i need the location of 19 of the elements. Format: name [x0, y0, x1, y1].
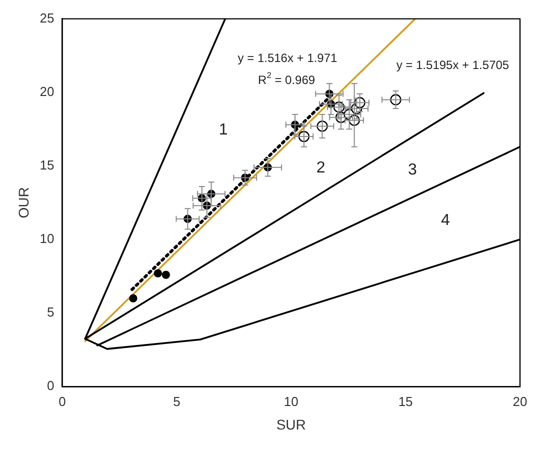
y-tick-label: 0 [47, 378, 54, 394]
y-tick-label: 25 [40, 10, 54, 26]
y-axis-title: OUR [15, 187, 32, 218]
annotation: y = 1.516x + 1.971 [238, 50, 338, 65]
x-tick-label: 20 [512, 394, 528, 409]
x-tick-label: 5 [173, 394, 180, 409]
annotation: 1 [218, 122, 228, 139]
annotation: 3 [408, 162, 417, 179]
x-tick-label: 15 [398, 394, 413, 409]
x-axis-title: SUR [276, 416, 306, 432]
y-tick-label: 20 [40, 84, 54, 99]
x-tick-label: 10 [284, 394, 298, 409]
x-tick-label: 0 [58, 394, 66, 409]
y-tick-label: 15 [40, 158, 54, 172]
y-tick-label: 5 [47, 304, 54, 320]
y-tick-label: 10 [40, 231, 54, 246]
annotation: 2 [316, 160, 326, 177]
annotation: 4 [440, 212, 450, 229]
annotation: y = 1.5195x + 1.5705 [396, 58, 510, 72]
